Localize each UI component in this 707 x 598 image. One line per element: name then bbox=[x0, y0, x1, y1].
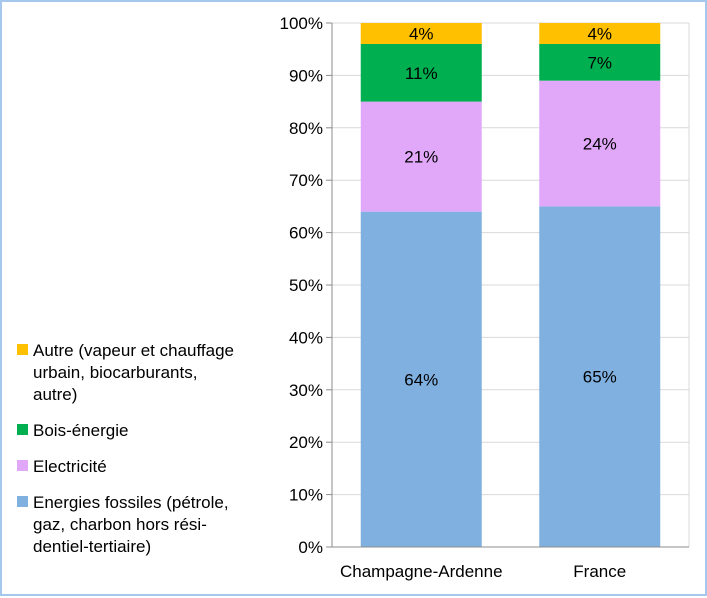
legend-swatch bbox=[17, 344, 28, 355]
legend-label: Autre (vapeur et chauffage bbox=[33, 341, 234, 360]
x-axis: Champagne-Ardenne France bbox=[340, 562, 626, 581]
bar-segment bbox=[539, 43, 661, 81]
legend-swatch bbox=[17, 496, 28, 507]
bars: 64% 21% 11% 4% 65% 24% 7% 4% bbox=[360, 23, 661, 547]
data-label: 24% bbox=[583, 135, 617, 154]
legend-label: Bois-énergie bbox=[33, 421, 128, 440]
data-label: 21% bbox=[404, 148, 438, 167]
legend-label: Energies fossiles (pétrole, bbox=[33, 493, 229, 512]
bar-segment bbox=[360, 101, 482, 212]
legend-swatch bbox=[17, 460, 28, 471]
data-label: 65% bbox=[583, 368, 617, 387]
y-tick-label: 20% bbox=[289, 433, 323, 452]
legend-label: gaz, charbon hors rési- bbox=[33, 515, 207, 534]
y-tick-label: 30% bbox=[289, 381, 323, 400]
bar-segment bbox=[360, 43, 482, 102]
x-category-label: Champagne-Ardenne bbox=[340, 562, 503, 581]
data-label: 4% bbox=[409, 24, 434, 43]
legend-label: dentiel-tertiaire) bbox=[33, 537, 151, 556]
y-tick-label: 60% bbox=[289, 224, 323, 243]
y-tick-label: 90% bbox=[289, 66, 323, 85]
data-label: 4% bbox=[587, 24, 612, 43]
legend-item: Electricité bbox=[17, 457, 107, 476]
y-tick-label: 0% bbox=[298, 538, 323, 557]
data-label: 64% bbox=[404, 370, 438, 389]
y-tick-label: 50% bbox=[289, 276, 323, 295]
x-category-label: France bbox=[573, 562, 626, 581]
bar-segment bbox=[360, 211, 482, 547]
data-label: 11% bbox=[405, 64, 438, 83]
legend-label: urbain, biocarburants, bbox=[33, 363, 197, 382]
legend-item: Energies fossiles (pétrole, gaz, charbon … bbox=[17, 493, 229, 556]
legend-label: Electricité bbox=[33, 457, 107, 476]
bar-segment bbox=[539, 206, 661, 547]
bar-segment bbox=[539, 23, 661, 44]
legend-label: autre) bbox=[33, 385, 77, 404]
y-tick-label: 40% bbox=[289, 328, 323, 347]
data-label: 7% bbox=[587, 53, 612, 72]
bar-segment bbox=[539, 80, 661, 207]
legend-item: Autre (vapeur et chauffage urbain, biocar… bbox=[17, 341, 234, 404]
legend-swatch bbox=[17, 424, 28, 435]
legend-item: Bois-énergie bbox=[17, 421, 128, 440]
y-tick-label: 70% bbox=[289, 171, 323, 190]
y-tick-label: 100% bbox=[280, 14, 323, 33]
y-axis: 0% 10% 20% 30% 40% 50% 60% 70% 80% 90% 100% bbox=[280, 14, 689, 557]
y-tick-label: 10% bbox=[289, 486, 323, 505]
legend: Autre (vapeur et chauffage urbain, biocar… bbox=[17, 341, 234, 556]
y-tick-label: 80% bbox=[289, 119, 323, 138]
bar-segment bbox=[360, 23, 482, 44]
